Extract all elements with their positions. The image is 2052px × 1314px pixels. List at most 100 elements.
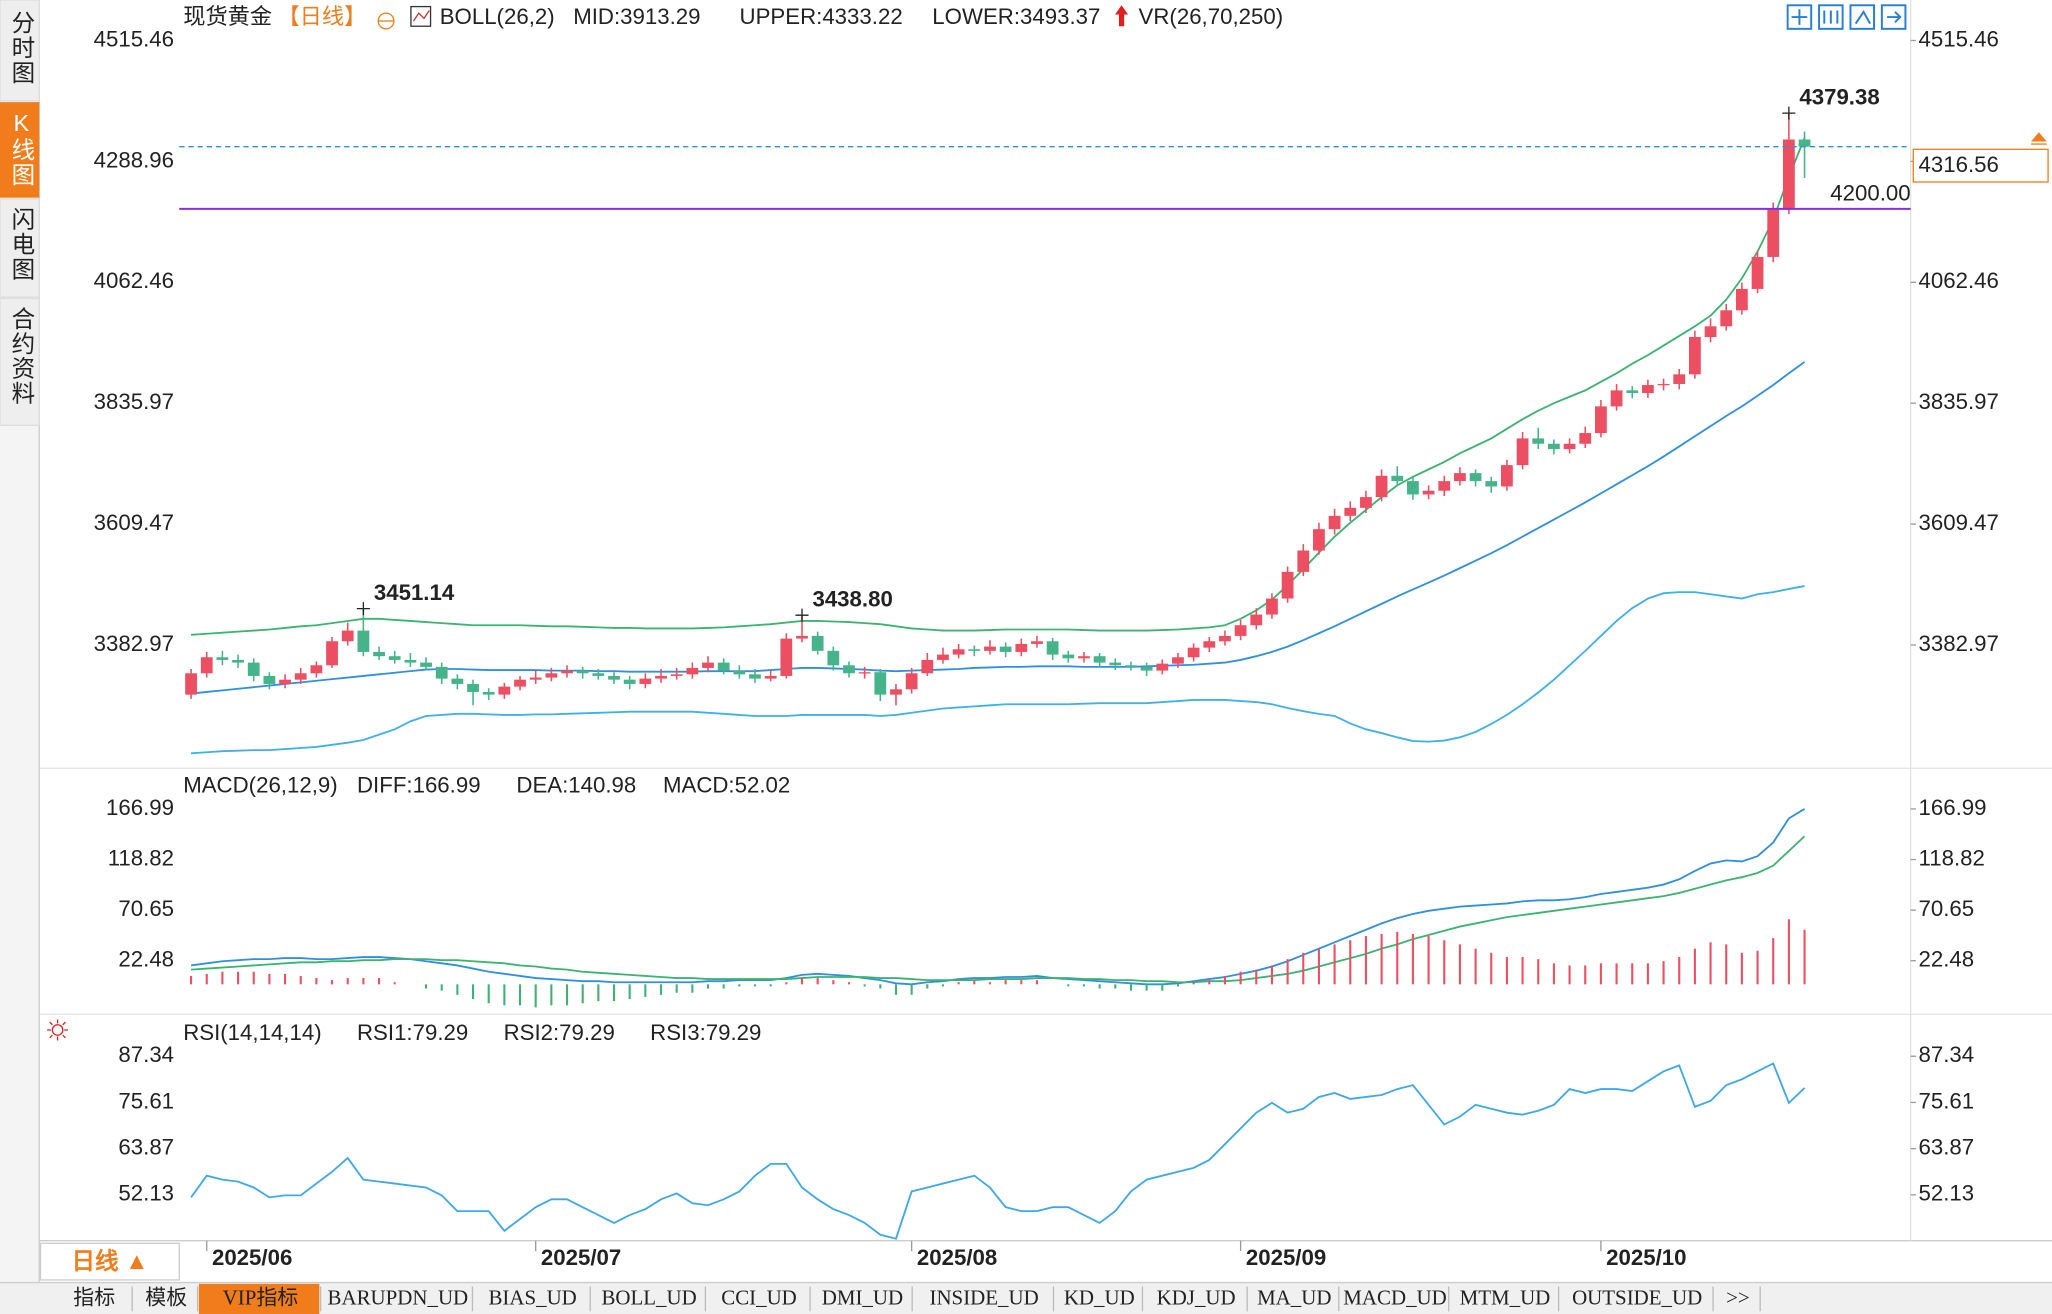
bottom-tab-label[interactable]: VIP指标 [223, 1285, 299, 1309]
bottom-tab-label[interactable]: CCI_UD [721, 1285, 797, 1309]
period-button[interactable] [39, 1242, 180, 1281]
bottom-tab-label[interactable]: KD_UD [1064, 1285, 1135, 1309]
candle-body [1266, 598, 1278, 615]
bottom-tab[interactable]: KDJ_UD [1157, 1285, 1248, 1312]
candle-body [326, 641, 338, 666]
bottom-tab-label[interactable]: 指标 [73, 1285, 115, 1309]
candle-body [1642, 385, 1654, 394]
side-tab-label[interactable]: 闪电图 [8, 207, 34, 282]
y-tick-label: 3382.97 [94, 631, 174, 656]
chart-title: 现货黄金 [183, 4, 272, 29]
bottom-tab[interactable]: >> [1726, 1285, 1761, 1312]
bottom-tab[interactable]: DMI_UD [822, 1285, 913, 1312]
candle-body [717, 662, 730, 671]
price-tag [1912, 148, 2049, 183]
bottom-tab-label[interactable]: OUTSIDE_UD [1572, 1285, 1702, 1309]
candle-body [1187, 647, 1200, 658]
bottom-tab-label[interactable]: >> [1726, 1285, 1750, 1309]
legend-label: MACD:52.02 [663, 772, 790, 797]
candle-body [749, 674, 761, 679]
arrow-icon[interactable] [1114, 5, 1129, 27]
candle-body [263, 675, 276, 684]
side-tab[interactable]: 合约资料 [0, 297, 40, 427]
y-tick-label: 3835.97 [1919, 389, 1999, 414]
side-tab-label[interactable]: K线图 [8, 110, 34, 187]
bottom-tab[interactable]: 指标 [73, 1285, 133, 1312]
y-tick-label: 52.13 [118, 1181, 174, 1206]
candle-body [1234, 625, 1247, 636]
bottom-tab[interactable]: MA_UD [1257, 1285, 1340, 1312]
bottom-tab[interactable]: INSIDE_UD [929, 1285, 1055, 1312]
candle-body [232, 659, 244, 663]
bottom-tab[interactable]: MTM_UD [1460, 1285, 1560, 1312]
candle-body [1125, 665, 1137, 667]
candle-body [576, 670, 589, 674]
candle-body [1344, 507, 1357, 516]
bottom-tab[interactable]: OUTSIDE_UD [1572, 1285, 1714, 1312]
toolbar-icons[interactable] [1786, 4, 1907, 30]
bottom-tab-label[interactable]: MTM_UD [1460, 1285, 1551, 1309]
candle-body [1219, 635, 1231, 642]
side-tab-label[interactable]: 分时图 [8, 10, 34, 85]
bottom-tab[interactable]: CCI_UD [721, 1285, 811, 1312]
indicator-icon[interactable] [410, 5, 432, 27]
bottom-tab[interactable]: VIP指标 [198, 1283, 322, 1314]
bottom-tab[interactable]: KD_UD [1064, 1285, 1144, 1312]
candle-body [639, 678, 652, 684]
candle-body [1548, 443, 1560, 450]
candle-body [482, 691, 495, 695]
candle-body [498, 686, 511, 695]
x-tick-label: 2025/10 [1606, 1245, 1686, 1270]
bottom-tab[interactable]: BOLL_UD [601, 1285, 707, 1312]
bottom-tab-label[interactable]: DMI_UD [822, 1285, 903, 1309]
bottom-tab[interactable]: MACD_UD [1343, 1285, 1450, 1312]
bottom-tab-label[interactable]: MA_UD [1257, 1285, 1331, 1309]
candle-body [811, 635, 824, 651]
bottom-tab-label[interactable]: 模板 [145, 1285, 187, 1309]
side-tab[interactable]: K线图 [0, 102, 40, 198]
period-label[interactable]: 【日线】 [277, 4, 366, 29]
candle-body [1438, 481, 1451, 491]
candle-body [608, 675, 620, 680]
candle-body [1485, 481, 1498, 487]
candle-body [1375, 475, 1388, 498]
candle-body [357, 630, 370, 652]
candle-body [905, 673, 918, 690]
legend-label: DEA:140.98 [516, 772, 636, 797]
side-tab[interactable]: 闪电图 [0, 198, 40, 298]
candle-body [1720, 310, 1733, 327]
indicator-icon [412, 10, 430, 22]
candle-body [1015, 643, 1028, 652]
candle-body [388, 656, 401, 660]
bottom-tab-label[interactable]: BIAS_UD [488, 1285, 576, 1309]
side-tab[interactable]: 分时图 [0, 0, 40, 102]
y-tick-label: 63.87 [118, 1135, 174, 1160]
candle-body [1579, 433, 1592, 444]
side-tab-label[interactable]: 合约资料 [8, 306, 35, 406]
indicator-label: BOLL(26,2) [440, 4, 555, 29]
rsi-icon[interactable] [47, 1019, 69, 1041]
candle-body [1078, 656, 1090, 659]
bottom-tab-label[interactable]: BOLL_UD [601, 1285, 696, 1309]
candle-body [247, 662, 260, 676]
candle-body [1689, 336, 1701, 375]
x-tick-label: 2025/09 [1246, 1245, 1326, 1270]
candle-body [1031, 641, 1043, 644]
period-button-label[interactable]: 日线 ▲ [71, 1248, 148, 1274]
candle-body [1407, 481, 1419, 495]
candle-body [373, 651, 385, 657]
bottom-tab-label[interactable]: KDJ_UD [1157, 1285, 1236, 1309]
y-tick-label: 4062.46 [94, 268, 174, 293]
candle-body [529, 677, 542, 680]
bottom-tab[interactable]: BIAS_UD [488, 1285, 591, 1312]
candle-body [1454, 473, 1466, 482]
y-tick-label: 166.99 [106, 795, 174, 820]
peak-label: 3451.14 [374, 580, 455, 605]
bottom-tab-label[interactable]: INSIDE_UD [929, 1285, 1038, 1309]
bottom-tab[interactable]: BARUPDN_UD [328, 1285, 474, 1312]
candle-body [1469, 473, 1482, 482]
tabs: 指标 模板 VIP指标 BARUPDN_UD BIAS_UD BOLL_UD CCI_UD D… [73, 1283, 1761, 1314]
bottom-tab-label[interactable]: MACD_UD [1343, 1285, 1446, 1309]
bottom-tab-label[interactable]: BARUPDN_UD [328, 1285, 469, 1309]
bottom-tab[interactable]: 模板 [145, 1285, 199, 1312]
